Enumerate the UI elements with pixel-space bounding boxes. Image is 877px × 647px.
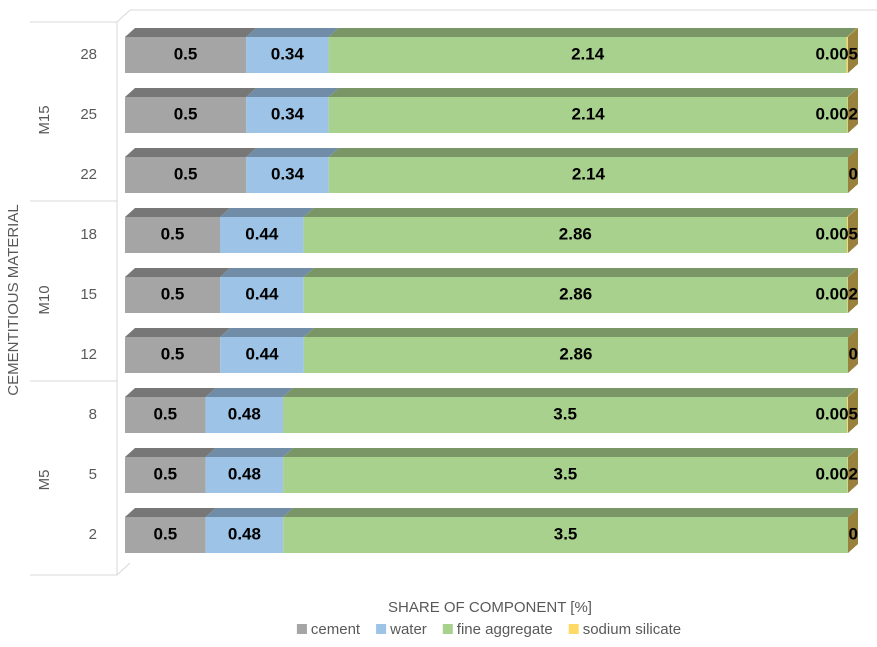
data-label: 2.86: [559, 224, 592, 243]
bar-top: [220, 328, 314, 337]
data-label: 0.44: [245, 284, 279, 303]
data-label: 0.005: [815, 44, 858, 63]
y-tick-label: 15: [80, 286, 97, 303]
bar-top: [304, 268, 858, 277]
bar-top: [283, 388, 857, 397]
data-label: 0: [849, 344, 858, 363]
legend-label: water: [389, 621, 427, 638]
bar-top: [329, 148, 858, 157]
bar-top: [206, 448, 293, 457]
data-label: 0.002: [815, 464, 858, 483]
data-label: 0.44: [245, 224, 279, 243]
y-tick-label: 12: [80, 346, 97, 363]
data-label: 0.5: [161, 284, 185, 303]
data-label: 0.5: [154, 464, 178, 483]
y-tick-label: 18: [80, 226, 97, 243]
bar-top: [125, 448, 216, 457]
bar-top: [283, 448, 858, 457]
y-tick-label: 25: [80, 106, 97, 123]
y-tick-label: 5: [89, 466, 97, 483]
bar-top: [125, 328, 230, 337]
data-label: 2.14: [572, 104, 606, 123]
data-label: 0.44: [245, 344, 279, 363]
bar-top: [125, 88, 256, 97]
y-tick-label: 28: [80, 46, 97, 63]
data-label: 0.002: [815, 104, 858, 123]
data-label: 0.5: [154, 524, 178, 543]
data-label: 0.5: [174, 44, 198, 63]
data-label: 0.005: [815, 224, 858, 243]
bar-top: [125, 28, 256, 37]
data-label: 0.5: [161, 224, 185, 243]
data-label: 0: [849, 164, 858, 183]
data-label: 0.34: [271, 164, 305, 183]
y-tick-label: 22: [80, 166, 97, 183]
bar-top: [206, 508, 293, 517]
data-label: 2.14: [572, 164, 606, 183]
data-label: 3.5: [554, 464, 578, 483]
data-label: 0.005: [815, 404, 858, 423]
bar-top: [125, 268, 230, 277]
bar-top: [220, 208, 314, 217]
group-label: M5: [36, 470, 53, 491]
bar-top: [329, 88, 858, 97]
data-label: 0.5: [161, 344, 185, 363]
group-label: M10: [36, 285, 53, 314]
group-label: M15: [36, 105, 53, 134]
bar-top: [125, 148, 256, 157]
x-axis-title: SHARE OF COMPONENT [%]: [388, 599, 592, 616]
bar-top: [304, 328, 858, 337]
data-label: 0.5: [174, 164, 198, 183]
data-label: 0.34: [271, 104, 305, 123]
data-label: 0.48: [228, 404, 261, 423]
data-label: 2.86: [559, 284, 592, 303]
data-label: 0.48: [228, 464, 261, 483]
data-label: 3.5: [553, 404, 577, 423]
data-label: 0.34: [271, 44, 305, 63]
data-label: 0.002: [815, 284, 858, 303]
data-label: 2.86: [559, 344, 592, 363]
bar-top: [246, 28, 338, 37]
bar-top: [125, 388, 216, 397]
legend-swatch: [297, 624, 307, 634]
bar-top: [125, 208, 230, 217]
legend-label: cement: [311, 621, 361, 638]
legend-label: sodium silicate: [583, 621, 681, 638]
data-label: 3.5: [554, 524, 578, 543]
legend-swatch: [443, 624, 453, 634]
data-label: 0.5: [153, 404, 177, 423]
y-tick-label: 2: [89, 526, 97, 543]
bar-top: [283, 508, 858, 517]
data-label: 2.14: [571, 44, 605, 63]
y-tick-label: 8: [89, 406, 97, 423]
data-label: 0: [849, 524, 858, 543]
bar-top: [220, 268, 314, 277]
legend-swatch: [376, 624, 386, 634]
data-label: 0.5: [174, 104, 198, 123]
bar-top: [246, 88, 338, 97]
y-axis-title: CEMENTITIOUS MATERIAL: [5, 204, 22, 395]
legend-label: fine aggregate: [457, 621, 553, 638]
bar-top: [206, 388, 293, 397]
bar-top: [125, 508, 216, 517]
bar-top: [328, 28, 856, 37]
bar-top: [246, 148, 338, 157]
legend-swatch: [569, 624, 579, 634]
data-label: 0.48: [228, 524, 261, 543]
bar-top: [304, 208, 857, 217]
